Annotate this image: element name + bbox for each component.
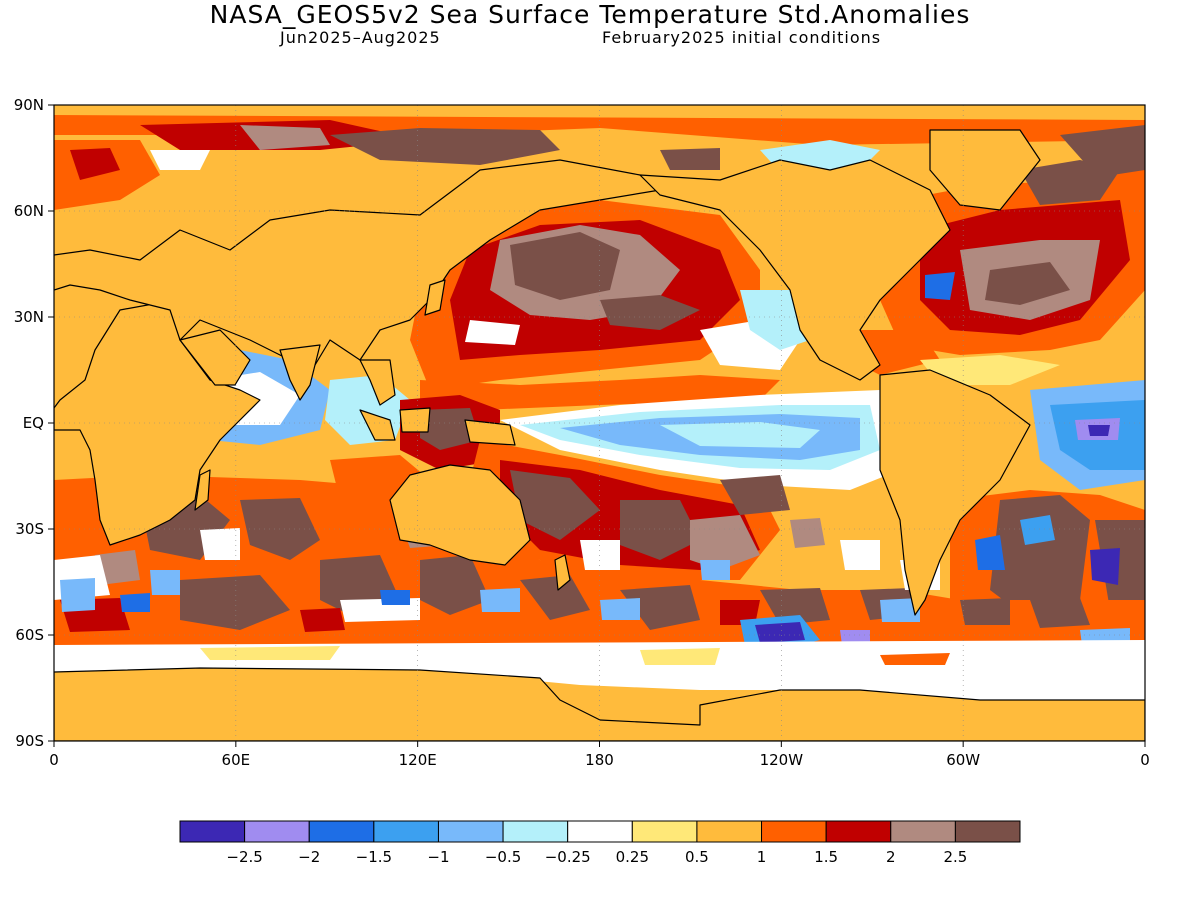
- map-title: NASA_GEOS5v2 Sea Surface Temperature Std…: [209, 0, 971, 29]
- x-tick-label: 60W: [946, 751, 980, 769]
- x-tick-label: 0: [49, 751, 59, 769]
- colorbar-swatch: [954, 820, 1021, 843]
- x-tick-label: 0: [1140, 751, 1150, 769]
- greenland-landmass: [929, 129, 1041, 211]
- japan-landmass: [424, 279, 446, 316]
- x-tick-label: 120W: [760, 751, 804, 769]
- colorbar-label: 0.25: [616, 848, 649, 866]
- colorbar-label: 1.5: [814, 848, 838, 866]
- colorbar-label: −0.25: [545, 848, 591, 866]
- y-tick-label: 90N: [14, 96, 44, 114]
- colorbar-label: 1: [757, 848, 767, 866]
- colorbar-label: 2: [886, 848, 896, 866]
- graticule: [54, 105, 1145, 741]
- y-tick-label: EQ: [23, 414, 44, 432]
- indochina-landmass: [359, 359, 396, 406]
- colorbar-swatch: [567, 820, 633, 843]
- india-landmass: [279, 344, 321, 401]
- colorbar-label: −0.5: [485, 848, 521, 866]
- colorbar-swatch: [244, 820, 310, 843]
- y-tick-label: 60N: [14, 202, 44, 220]
- y-tick-label: 60S: [15, 626, 44, 644]
- y-tick-label: 30N: [14, 308, 44, 326]
- australia-landmass: [389, 464, 531, 566]
- x-tick-label: 180: [585, 751, 614, 769]
- colorbar-swatch: [179, 820, 246, 843]
- colorbar-label: −1: [427, 848, 449, 866]
- colorbar-swatch: [308, 820, 375, 843]
- colorbar-swatch: [761, 820, 827, 843]
- sumatra-landmass: [359, 409, 396, 441]
- colorbar-swatch: [631, 820, 698, 843]
- colorbar-swatch: [890, 820, 956, 843]
- colorbar-swatch: [437, 820, 504, 843]
- latitude-axis: 90N 60N 30N EQ 30S 60S 90S: [14, 96, 54, 750]
- colorbar-label: −2.5: [226, 848, 262, 866]
- africa-landmass: [54, 299, 261, 546]
- colorbar-swatch: [502, 820, 569, 843]
- colorbar-label: 0.5: [685, 848, 709, 866]
- arabia-landmass: [179, 329, 251, 386]
- colorbar-swatch: [696, 820, 763, 843]
- x-tick-label: 60E: [222, 751, 251, 769]
- colorbar-label: 2.5: [943, 848, 967, 866]
- initial-conditions: February2025 initial conditions: [602, 28, 882, 47]
- north-america-landmass: [639, 159, 951, 381]
- south-america-landmass: [879, 369, 1031, 616]
- forecast-period: Jun2025–Aug2025: [280, 28, 441, 47]
- y-tick-label: 90S: [15, 732, 44, 750]
- x-tick-label: 120E: [399, 751, 437, 769]
- colorbar: −2.5 −2 −1.5 −1 −0.5 −0.25 0.25 0.5 1 1.5 2 2.5: [179, 820, 1021, 866]
- borneo-landmass: [399, 407, 431, 433]
- madagascar-landmass: [194, 469, 211, 511]
- land-masses: [54, 129, 1145, 741]
- new-guinea-landmass: [464, 419, 516, 446]
- colorbar-swatch: [825, 820, 892, 843]
- new-zealand-landmass: [554, 554, 571, 591]
- y-tick-label: 30S: [15, 520, 44, 538]
- colorbar-swatch: [373, 820, 439, 843]
- colorbar-label: −2: [298, 848, 320, 866]
- colorbar-label: −1.5: [356, 848, 392, 866]
- longitude-axis: 0 60E 120E 180 120W 60W 0: [49, 741, 1150, 769]
- antarctica-landmass: [54, 667, 1145, 741]
